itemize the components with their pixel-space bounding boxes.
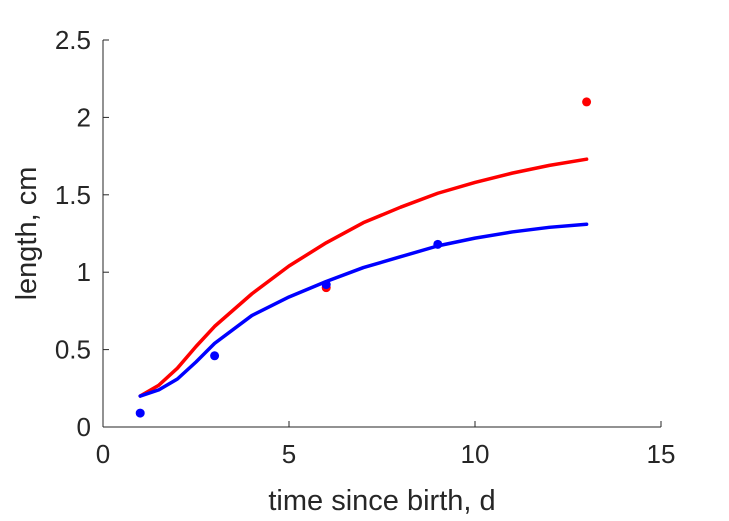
x-tick-label: 10	[461, 439, 490, 469]
data-point	[321, 280, 331, 290]
y-tick-label: 1.5	[55, 180, 91, 210]
curve-layer	[138, 157, 589, 398]
y-tick-label: 0	[77, 412, 91, 442]
x-tick-label: 15	[647, 439, 676, 469]
x-tick-label: 5	[282, 439, 296, 469]
plot-axes	[102, 40, 661, 428]
data-point	[582, 97, 592, 107]
data-point	[433, 239, 443, 249]
y-tick-label: 1	[77, 257, 91, 287]
data-point	[210, 351, 220, 361]
series-line	[138, 157, 589, 398]
point-layer	[135, 97, 592, 418]
x-tick-label: 0	[96, 439, 110, 469]
y-tick-label: 0.5	[55, 335, 91, 365]
y-tick-label: 2	[77, 102, 91, 132]
series-line	[138, 222, 589, 398]
y-tick-label: 2.5	[55, 25, 91, 55]
tick-layer: 0 5 10 15 0 0.5 1 1.5 2 2.5	[55, 25, 676, 469]
x-axis-label: time since birth, d	[268, 485, 495, 517]
data-point	[135, 408, 145, 418]
y-axis-label: length, cm	[11, 167, 43, 301]
